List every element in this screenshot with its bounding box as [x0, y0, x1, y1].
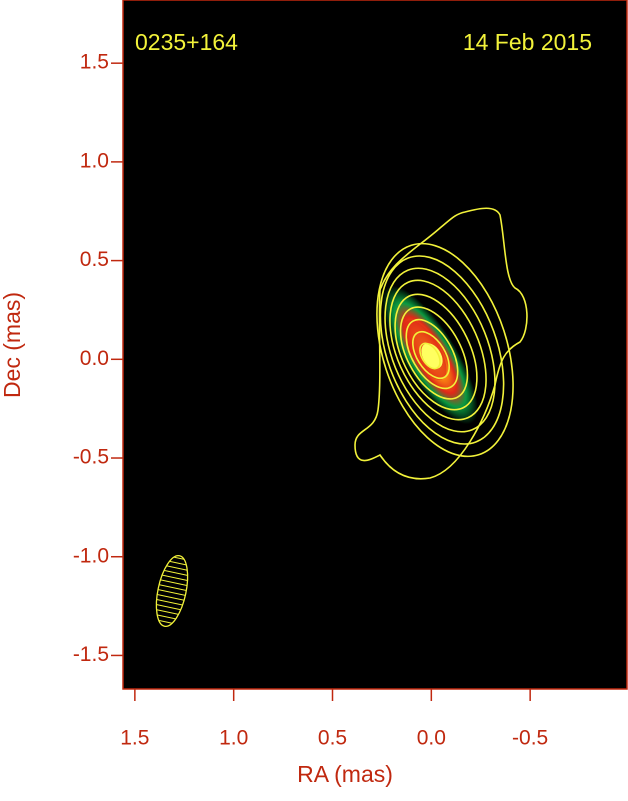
x-tick-label: 0.5 — [318, 727, 347, 750]
x-tick-label: 1.0 — [219, 727, 248, 750]
y-tick-label: -0.5 — [73, 446, 109, 469]
x-axis-label: RA (mas) — [297, 761, 393, 787]
source-label: 0235+164 — [135, 29, 238, 55]
y-tick-label: -1.5 — [73, 643, 109, 666]
x-tick-label: -0.5 — [512, 727, 548, 750]
y-axis-label: Dec (mas) — [0, 292, 25, 398]
y-tick-label: 1.5 — [80, 51, 109, 74]
beam — [155, 555, 189, 627]
y-tick-label: 1.0 — [80, 149, 109, 172]
x-tick-label: 0.0 — [417, 727, 446, 750]
plot-area — [123, 0, 627, 689]
x-tick-label: 1.5 — [120, 727, 149, 750]
y-tick-label: 0.0 — [80, 347, 109, 370]
date-label: 14 Feb 2015 — [463, 29, 592, 55]
y-tick-label: 0.5 — [80, 248, 109, 271]
plot-frame — [122, 0, 628, 690]
y-tick-label: -1.0 — [73, 544, 109, 567]
contours — [354, 207, 528, 480]
